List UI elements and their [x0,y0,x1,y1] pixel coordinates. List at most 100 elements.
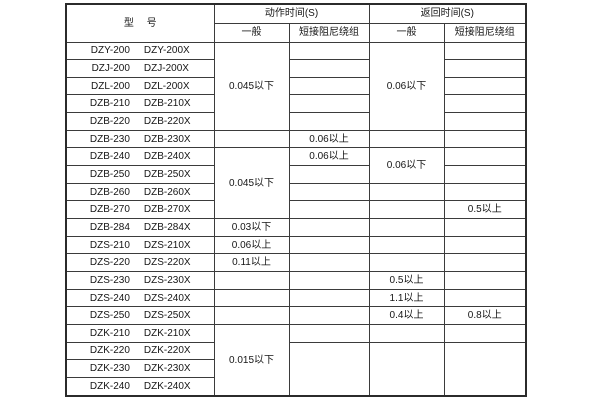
cell-action-damping [288,253,370,273]
cell-action-damping [288,235,370,255]
cell-model: DZB-230 DZB-230X [65,129,215,149]
model-variant: DZY-200X [143,45,190,57]
cell-model: DZB-240 DZB-240X [65,147,215,167]
cell-action-general: 0.015以下 [213,324,290,397]
cell-action-damping [288,76,370,96]
cell-model: DZS-250 DZS-250X [65,306,215,325]
cell-action-general: 0.045以下 [213,147,290,220]
cell-model: DZK-230 DZK-230X [65,359,215,378]
header-action-time: 动作时间(S) [213,3,370,24]
table-row: DZS-250 DZS-250X 0.4以上 0.8以上 [65,306,527,325]
cell-action-general: 0.06以上 [213,235,290,255]
cell-action-general: 0.03以下 [213,218,290,237]
cell-model: DZB-260 DZB-260X [65,182,215,202]
cell-return-damping: 0.8以上 [443,306,527,325]
table-row: DZY-200 DZY-200X 0.045以下 0.06以下 [65,41,527,131]
cell-action-damping [288,112,370,131]
cell-model: DZL-200 DZL-200X [65,76,215,96]
cell-return-general: 0.06以下 [368,41,445,131]
model-variant: DZS-230X [143,274,191,286]
model-variant: DZS-220X [143,257,191,269]
table-row: DZB-230 DZB-230X 0.06以上 [65,129,527,149]
model-base: DZK-220 [89,345,130,357]
cell-action-damping [288,41,370,61]
table-row: DZB-250 DZB-250X [65,165,527,184]
model-variant: DZB-270X [143,204,191,216]
cell-return-damping [443,324,527,343]
cell-model: DZK-210 DZK-210X [65,324,215,343]
table-row: DZL-200 DZL-200X [65,76,527,96]
cell-action-damping [288,94,370,114]
cell-model: DZB-284 DZB-284X [65,218,215,237]
header-return-damping: 短接阻尼绕组 [443,22,527,43]
cell-return-general: 0.4以上 [368,306,445,325]
cell-action-damping [288,271,370,290]
cell-model: DZJ-200 DZJ-200X [65,59,215,78]
model-base: DZB-240 [89,151,130,163]
table-row: DZB-210 DZB-210X [65,94,527,114]
cell-return-general [368,200,445,220]
cell-model: DZS-210 DZS-210X [65,235,215,255]
model-variant: DZS-250X [143,310,191,322]
model-base: DZY-200 [90,45,130,57]
cell-return-general [368,324,445,343]
model-base: DZL-200 [91,80,130,92]
cell-action-general [213,288,290,308]
cell-action-damping [288,182,370,202]
model-variant: DZB-284X [143,221,191,233]
header-return-general: 一般 [368,22,445,43]
table-row: DZB-284 DZB-284X 0.03以下 [65,218,527,237]
model-base: DZB-250 [89,168,130,180]
cell-return-general [368,235,445,255]
model-base: DZB-210 [89,98,130,110]
cell-model: DZY-200 DZY-200X [65,41,215,61]
cell-return-damping [443,59,527,78]
cell-action-damping: 0.06以上 [288,129,370,149]
model-base: DZK-240 [89,380,130,392]
table-row: DZJ-200 DZJ-200X [65,59,527,78]
model-variant: DZJ-200X [143,62,189,74]
cell-action-general [213,129,290,149]
model-base: DZB-230 [89,133,130,145]
cell-return-general [368,218,445,237]
table-row: DZS-230 DZS-230X 0.5以上 [65,271,527,290]
cell-model: DZK-220 DZK-220X [65,341,215,361]
model-base: DZB-284 [89,221,130,233]
cell-model: DZS-230 DZS-230X [65,271,215,290]
cell-return-damping [443,253,527,273]
cell-return-general [368,182,445,202]
header-action-damping: 短接阻尼绕组 [288,22,370,43]
table-row: DZS-210 DZS-210X 0.06以上 [65,235,527,255]
model-variant: DZB-250X [143,168,191,180]
cell-return-general [368,341,445,397]
model-base: DZB-220 [89,115,130,127]
model-base: DZB-260 [89,186,130,198]
cell-model: DZK-240 DZK-240X [65,376,215,397]
table-row: DZK-220 DZK-220X [65,341,527,397]
cell-action-damping [288,288,370,308]
model-variant: DZB-240X [143,151,191,163]
cell-model: DZS-220 DZS-220X [65,253,215,273]
cell-return-general [368,129,445,149]
table-row: DZK-230 DZK-230X [65,359,526,378]
header-action-general: 一般 [213,22,290,43]
cell-action-general: 0.11以上 [213,253,290,273]
model-base: DZB-270 [89,204,130,216]
cell-action-damping [288,341,370,397]
cell-return-damping [443,165,527,184]
model-variant: DZB-210X [143,98,191,110]
model-base: DZS-240 [89,292,130,304]
table-row: DZB-240 DZB-240X 0.045以下 0.06以上 0.06以下 [65,147,527,220]
table-row: DZB-270 DZB-270X 0.5以上 [65,200,527,220]
cell-return-damping [443,112,527,131]
model-variant: DZL-200X [143,80,190,92]
cell-return-damping [443,129,527,149]
header-model: 型 号 [65,3,215,43]
model-variant: DZK-210X [143,327,191,339]
cell-action-damping [288,218,370,237]
model-variant: DZB-260X [143,186,191,198]
model-variant: DZK-240X [143,380,191,392]
cell-model: DZB-220 DZB-220X [65,112,215,131]
cell-model: DZB-250 DZB-250X [65,165,215,184]
cell-return-damping [443,235,527,255]
